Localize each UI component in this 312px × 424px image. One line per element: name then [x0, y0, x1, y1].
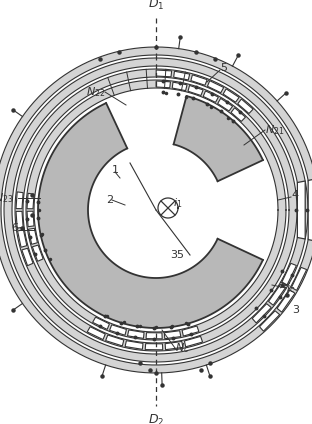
Polygon shape — [172, 82, 187, 91]
Polygon shape — [156, 70, 172, 77]
Polygon shape — [165, 341, 183, 350]
Polygon shape — [207, 81, 224, 93]
Text: 2: 2 — [106, 195, 114, 205]
Polygon shape — [223, 89, 239, 102]
Polygon shape — [16, 211, 23, 228]
Polygon shape — [28, 229, 37, 244]
Polygon shape — [291, 268, 307, 290]
Text: $N_{23}$: $N_{23}$ — [0, 191, 14, 205]
Text: $i_c$: $i_c$ — [286, 281, 295, 295]
Polygon shape — [145, 343, 163, 350]
Polygon shape — [260, 311, 280, 331]
Polygon shape — [269, 285, 285, 305]
Polygon shape — [282, 263, 296, 285]
Polygon shape — [128, 330, 144, 338]
Polygon shape — [16, 192, 23, 209]
Text: 35: 35 — [170, 250, 184, 260]
Polygon shape — [88, 142, 224, 278]
Polygon shape — [87, 327, 105, 340]
Polygon shape — [182, 326, 199, 336]
Text: 6: 6 — [11, 223, 18, 233]
Polygon shape — [93, 317, 110, 329]
Polygon shape — [0, 47, 312, 373]
Polygon shape — [231, 108, 246, 121]
Polygon shape — [203, 91, 218, 102]
Polygon shape — [32, 245, 43, 261]
Polygon shape — [308, 179, 312, 241]
Polygon shape — [277, 290, 295, 312]
Polygon shape — [188, 86, 203, 95]
Polygon shape — [110, 325, 126, 335]
Text: 5: 5 — [220, 63, 227, 73]
Text: $N_{21}$: $N_{21}$ — [265, 123, 285, 137]
Polygon shape — [218, 98, 233, 111]
Polygon shape — [252, 304, 271, 323]
Polygon shape — [106, 335, 124, 346]
Polygon shape — [238, 99, 253, 114]
Polygon shape — [17, 230, 27, 247]
Polygon shape — [191, 75, 207, 85]
Polygon shape — [164, 331, 181, 339]
Polygon shape — [174, 71, 190, 80]
Text: $N_c$: $N_c$ — [175, 341, 189, 355]
Polygon shape — [156, 81, 170, 88]
Polygon shape — [184, 336, 202, 347]
Polygon shape — [4, 58, 308, 362]
Polygon shape — [27, 211, 34, 227]
Text: $D_2$: $D_2$ — [148, 413, 164, 424]
Text: $i_1$: $i_1$ — [173, 196, 182, 210]
Text: 3: 3 — [292, 305, 299, 315]
Text: 1: 1 — [111, 165, 119, 175]
Text: $D_1$: $D_1$ — [148, 0, 164, 12]
Polygon shape — [22, 248, 33, 266]
Polygon shape — [297, 181, 305, 239]
Polygon shape — [125, 341, 143, 349]
Polygon shape — [146, 333, 162, 339]
Polygon shape — [38, 92, 274, 328]
Polygon shape — [216, 159, 276, 261]
Polygon shape — [15, 69, 297, 351]
Text: 4: 4 — [291, 190, 298, 200]
Text: $N_{22}$: $N_{22}$ — [85, 85, 105, 99]
Polygon shape — [27, 193, 34, 209]
Polygon shape — [26, 80, 286, 340]
Polygon shape — [105, 90, 187, 150]
